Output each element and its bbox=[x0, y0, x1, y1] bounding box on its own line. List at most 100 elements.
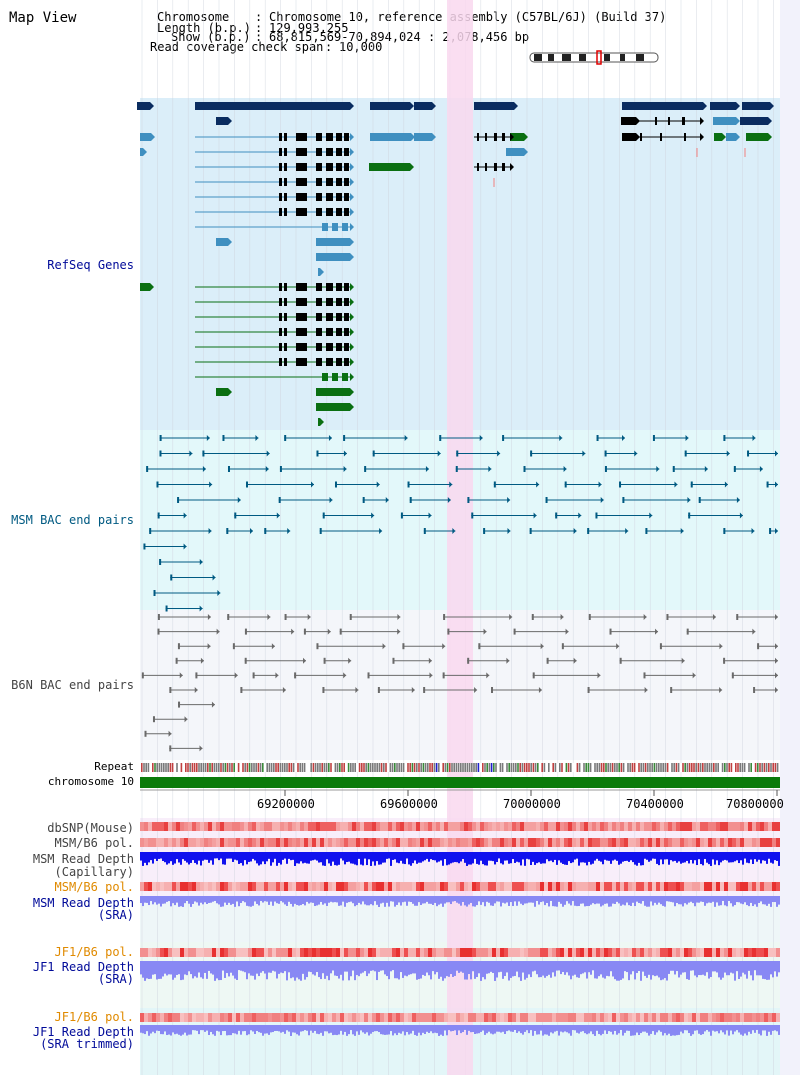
depth-bin bbox=[412, 961, 414, 974]
depth-bin bbox=[140, 961, 142, 975]
repeat-element bbox=[418, 763, 420, 772]
chromosome-ideogram[interactable] bbox=[529, 50, 659, 65]
polymorphism-bin bbox=[316, 838, 320, 847]
depth-bin bbox=[386, 896, 388, 903]
header-show-key: Show (b.p.) bbox=[171, 30, 251, 44]
repeat-track[interactable] bbox=[140, 763, 780, 772]
depth-bin bbox=[718, 896, 720, 906]
repeat-element bbox=[741, 763, 744, 772]
gene-block bbox=[714, 133, 722, 141]
track-label-msm-b6-pol: MSM/B6 pol. bbox=[54, 836, 134, 850]
depth-bin bbox=[380, 1025, 382, 1035]
gene-strand-arrow bbox=[350, 343, 354, 351]
depth-bin bbox=[510, 961, 512, 978]
gene-exon bbox=[279, 178, 282, 186]
depth-bin bbox=[544, 1025, 546, 1035]
depth-bin bbox=[202, 852, 204, 861]
selection-highlight[interactable] bbox=[447, 0, 473, 1075]
depth-bin bbox=[632, 1025, 634, 1036]
depth-bin bbox=[268, 852, 270, 859]
depth-bin bbox=[388, 961, 390, 980]
polymorphism-bin bbox=[736, 822, 740, 831]
depth-bin bbox=[318, 852, 320, 863]
repeat-element bbox=[746, 763, 748, 772]
depth-bin bbox=[382, 852, 384, 863]
repeat-element bbox=[363, 763, 365, 772]
depth-bin bbox=[680, 896, 682, 905]
polymorphism-bin bbox=[292, 1013, 296, 1022]
depth-bin bbox=[140, 852, 142, 861]
depth-bin bbox=[398, 896, 400, 903]
polymorphism-bin bbox=[168, 1013, 172, 1022]
depth-bin bbox=[620, 896, 622, 906]
polymorphism-bin bbox=[456, 948, 460, 957]
polymorphism-bin bbox=[636, 948, 640, 957]
bac-end bbox=[364, 466, 367, 472]
bac-end-arrow bbox=[483, 628, 487, 635]
depth-bin bbox=[346, 852, 348, 863]
gene-exon bbox=[477, 163, 479, 171]
track-label-refseq[interactable]: RefSeq Genes bbox=[47, 258, 134, 272]
polymorphism-bin bbox=[372, 838, 376, 847]
depth-bin bbox=[174, 896, 176, 906]
repeat-element bbox=[686, 763, 689, 772]
depth-bin bbox=[450, 1025, 452, 1032]
depth-bin bbox=[646, 961, 648, 978]
depth-bin bbox=[280, 896, 282, 902]
depth-bin bbox=[672, 961, 674, 971]
bac-end bbox=[672, 466, 675, 472]
polymorphism-bin bbox=[732, 948, 736, 957]
gene-exon bbox=[284, 133, 287, 141]
polymorphism-bin bbox=[152, 1013, 156, 1022]
depth-bin bbox=[164, 1025, 166, 1032]
repeat-element bbox=[587, 763, 590, 772]
repeat-element bbox=[479, 763, 482, 772]
polymorphism-bin bbox=[416, 822, 420, 831]
msm-bac-track[interactable] bbox=[143, 435, 778, 612]
polymorphism-bin bbox=[348, 822, 352, 831]
repeat-element bbox=[295, 763, 297, 772]
refseq-genes-track[interactable] bbox=[137, 102, 774, 426]
repeat-element bbox=[196, 763, 198, 772]
polymorphism-bin bbox=[764, 838, 768, 847]
polymorphism-bin bbox=[212, 882, 216, 891]
depth-bin bbox=[330, 896, 332, 902]
b6n-bac-track[interactable] bbox=[141, 614, 778, 752]
depth-bin bbox=[724, 896, 726, 906]
depth-bin bbox=[698, 896, 700, 903]
depth-bin bbox=[622, 961, 624, 979]
repeat-element bbox=[662, 763, 664, 772]
bac-end-arrow bbox=[234, 672, 238, 679]
polymorphism-bin bbox=[416, 882, 420, 891]
repeat-element bbox=[673, 763, 675, 772]
depth-bin bbox=[750, 961, 752, 976]
bac-end bbox=[766, 481, 769, 488]
depth-bin bbox=[764, 852, 766, 861]
polymorphism-bin bbox=[740, 882, 744, 891]
depth-bin bbox=[462, 961, 464, 973]
bac-end-arrow bbox=[310, 481, 314, 488]
gene-exon bbox=[296, 208, 307, 216]
polymorphism-bin bbox=[164, 1013, 168, 1022]
depth-bin bbox=[688, 852, 690, 864]
track-label-msm-bac[interactable]: MSM BAC end pairs bbox=[11, 513, 134, 527]
depth-bin bbox=[228, 852, 230, 859]
repeat-element bbox=[761, 763, 763, 772]
depth-bin bbox=[464, 896, 466, 906]
depth-bin bbox=[680, 1025, 682, 1032]
polymorphism-bin bbox=[604, 822, 608, 831]
depth-bin bbox=[752, 852, 754, 865]
bac-end bbox=[339, 628, 342, 635]
polymorphism-bin bbox=[284, 822, 288, 831]
polymorphism-bin bbox=[324, 838, 328, 847]
depth-bin bbox=[176, 961, 178, 975]
bac-end bbox=[455, 466, 458, 472]
depth-bin bbox=[460, 1025, 462, 1034]
depth-bin bbox=[262, 961, 264, 972]
polymorphism-bin bbox=[464, 822, 468, 831]
depth-bin bbox=[738, 852, 740, 864]
depth-bin bbox=[654, 896, 656, 903]
depth-bin bbox=[192, 1025, 194, 1031]
depth-bin bbox=[152, 961, 154, 975]
track-label-b6n-bac[interactable]: B6N BAC end pairs bbox=[11, 678, 134, 692]
